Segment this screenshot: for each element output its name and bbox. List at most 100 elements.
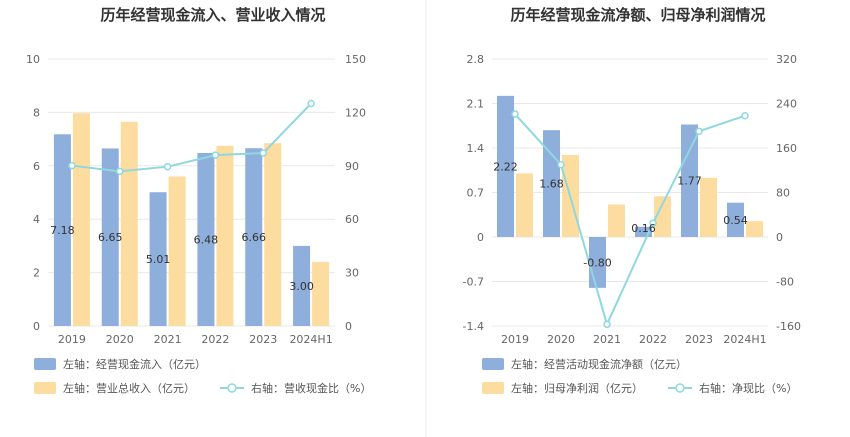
left-axis-tick: 0.7	[467, 187, 485, 200]
left-axis-tick: 2.8	[467, 53, 485, 66]
chart-panel-net-cash: 历年经营现金流净额、归母净利润情况 -1.4 -0.7 0 0.7 1.4 2.1 2.8 -1…	[463, 6, 801, 395]
x-axis-tick: 2022	[201, 333, 229, 346]
bar-data-label: 7.18	[50, 224, 75, 237]
chart-panel-cash-inflow: 历年经营现金流入、营业收入情况 0 2 4 6 8 10 0 30 60 90 120 150 2019 2…	[26, 6, 371, 395]
bar-data-label: 0.16	[631, 222, 656, 235]
bar-series-2	[264, 143, 282, 326]
right-axis-tick: 150	[345, 53, 366, 66]
right-axis-tick: 320	[776, 53, 797, 66]
right-axis-tick: 120	[345, 106, 366, 119]
legend-label: 右轴：营收现金比（%）	[251, 381, 371, 395]
bar-series-1	[293, 245, 311, 326]
right-axis-tick: 90	[345, 160, 359, 173]
bar-series-1	[681, 124, 698, 237]
right-axis-tick: 30	[345, 267, 359, 280]
bar-series-2	[216, 145, 234, 326]
bar-data-label: 1.68	[539, 178, 564, 191]
line-point	[211, 151, 220, 159]
line-point	[259, 149, 267, 157]
line-point	[116, 167, 124, 176]
bar-series-2	[608, 204, 625, 237]
line-point	[649, 219, 657, 227]
legend-label: 左轴：归母净利润（亿元）	[511, 381, 643, 395]
legend-line-marker	[227, 383, 237, 393]
bar-series-2	[168, 176, 186, 326]
left-axis-tick: 2.1	[467, 98, 485, 111]
right-axis-tick: 0	[776, 231, 783, 244]
left-axis-tick: 0	[33, 320, 40, 333]
x-axis-tick: 2024H1	[723, 333, 766, 346]
bar-data-label: 6.65	[98, 231, 123, 244]
bar-series-2	[746, 221, 763, 237]
legend-line-marker	[675, 383, 685, 393]
x-axis-tick: 2021	[154, 333, 182, 346]
right-axis-tick: -160	[776, 320, 801, 333]
left-axis-tick: 8	[33, 106, 40, 119]
left-axis-tick: 2	[33, 267, 40, 280]
left-axis-tick: -1.4	[463, 320, 484, 333]
left-axis-tick: 4	[33, 213, 40, 226]
line-series	[514, 113, 746, 328]
legend-label: 左轴：营业总收入（亿元）	[63, 381, 195, 395]
bar-series-2	[120, 121, 138, 327]
legend-label: 左轴：经营活动现金流净额（亿元）	[511, 357, 687, 371]
bar-data-label: 5.01	[146, 253, 171, 266]
bar-series-2	[516, 173, 533, 237]
bar-series-1	[245, 148, 263, 326]
x-axis-tick: 2024H1	[289, 333, 332, 346]
bar-series-2	[72, 113, 90, 327]
right-axis-tick: -80	[776, 276, 794, 289]
x-axis-tick: 2023	[685, 333, 713, 346]
line-point	[603, 320, 611, 329]
bar-series-1	[543, 130, 560, 237]
bar-series-1	[727, 202, 744, 237]
bar-series-1	[101, 148, 119, 326]
legend-label: 右轴：净现比（%）	[699, 381, 797, 395]
bar-data-label: 1.77	[677, 175, 702, 188]
line-point	[307, 99, 315, 108]
chart-title: 历年经营现金流入、营业收入情况	[100, 6, 325, 24]
x-axis-tick: 2022	[639, 333, 667, 346]
left-axis-tick: 1.4	[467, 142, 485, 155]
bar-data-label: 6.48	[194, 233, 219, 246]
bar-series-1	[197, 152, 215, 326]
x-axis-tick: 2023	[249, 333, 277, 346]
left-axis-tick: 6	[33, 160, 40, 173]
bar-series-2	[654, 196, 671, 237]
bar-series-1	[497, 95, 514, 237]
legend-swatch-series-1	[34, 358, 56, 370]
bar-series-1	[149, 192, 167, 326]
left-axis-tick: -0.7	[463, 276, 484, 289]
right-axis-tick: 80	[776, 187, 790, 200]
legend-swatch-series-1	[482, 358, 504, 370]
bar-data-label: 3.00	[289, 280, 314, 293]
left-axis-tick: 10	[26, 53, 40, 66]
line-point	[741, 111, 749, 120]
right-axis-tick: 60	[345, 213, 359, 226]
bar-data-label: 6.66	[242, 231, 267, 244]
bar-series-2	[312, 261, 330, 326]
bar-series-1	[53, 134, 71, 326]
line-point	[695, 127, 703, 136]
x-axis-tick: 2021	[593, 333, 621, 346]
x-axis-tick: 2020	[547, 333, 575, 346]
bar-series-1	[635, 226, 652, 237]
bar-data-label: -0.80	[583, 256, 611, 269]
line-point	[68, 161, 76, 170]
left-axis-tick: 0	[477, 231, 484, 244]
line-point	[511, 110, 519, 118]
legend-label: 左轴：经营现金流入（亿元）	[63, 357, 206, 371]
right-axis-tick: 0	[345, 320, 352, 333]
x-axis-tick: 2019	[501, 333, 529, 346]
bar-data-label: 2.22	[493, 160, 518, 173]
line-point	[163, 162, 172, 171]
bar-data-label: 0.54	[723, 214, 748, 227]
line-series	[71, 102, 312, 173]
x-axis-tick: 2019	[58, 333, 86, 346]
legend-swatch-series-2	[34, 382, 56, 394]
chart-title: 历年经营现金流净额、归母净利润情况	[510, 6, 765, 24]
line-point	[557, 160, 565, 169]
legend-swatch-series-2	[482, 382, 504, 394]
